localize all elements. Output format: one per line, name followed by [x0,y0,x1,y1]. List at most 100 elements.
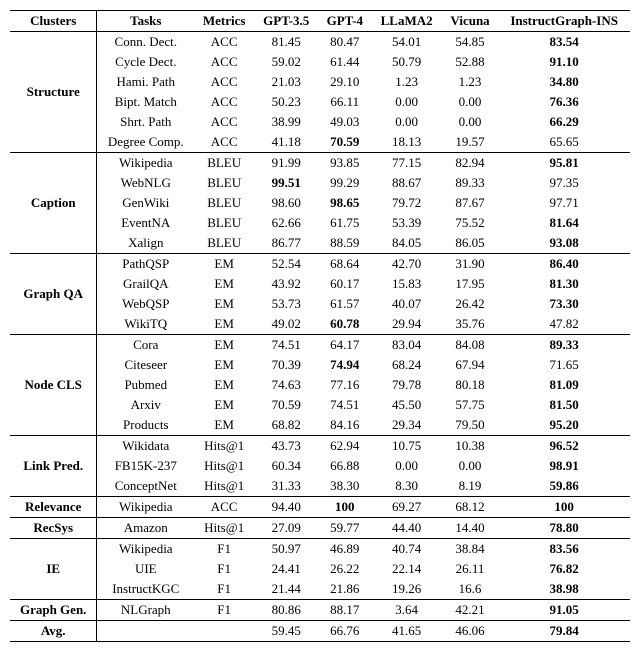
metric-cell: F1 [194,559,254,579]
metric-cell: ACC [194,497,254,518]
value-cell: 38.84 [442,539,498,560]
value-cell: 1.23 [442,72,498,92]
task-cell: Citeseer [97,355,194,375]
value-cell: 10.75 [371,436,441,457]
value-cell: 66.76 [318,621,371,642]
value-cell: 40.07 [371,294,441,314]
metric-cell: EM [194,355,254,375]
cluster-cell: Node CLS [10,335,97,436]
value-cell: 88.67 [371,173,441,193]
value-cell: 81.30 [498,274,630,294]
value-cell: 98.91 [498,456,630,476]
value-cell: 29.10 [318,72,371,92]
value-cell: 26.22 [318,559,371,579]
value-cell: 8.30 [371,476,441,497]
value-cell: 38.30 [318,476,371,497]
metric-cell: EM [194,274,254,294]
value-cell: 73.30 [498,294,630,314]
table-row: RelevanceWikipediaACC94.4010069.2768.121… [10,497,630,518]
value-cell: 18.13 [371,132,441,153]
table-row: WebNLGBLEU99.5199.2988.6789.3397.35 [10,173,630,193]
value-cell: 88.59 [318,233,371,254]
metric-cell: F1 [194,600,254,621]
task-cell: Bipt. Match [97,92,194,112]
metric-cell: EM [194,254,254,275]
task-cell: Arxiv [97,395,194,415]
value-cell: 97.35 [498,173,630,193]
metric-cell: BLEU [194,233,254,254]
value-cell: 17.95 [442,274,498,294]
task-cell: Xalign [97,233,194,254]
value-cell: 100 [318,497,371,518]
value-cell: 60.78 [318,314,371,335]
task-cell: WebNLG [97,173,194,193]
value-cell: 77.16 [318,375,371,395]
value-cell: 41.65 [371,621,441,642]
value-cell: 46.89 [318,539,371,560]
metric-cell: EM [194,415,254,436]
metric-cell: BLEU [194,173,254,193]
value-cell: 0.00 [442,92,498,112]
value-cell: 57.75 [442,395,498,415]
value-cell: 81.45 [254,32,318,53]
value-cell: 49.03 [318,112,371,132]
value-cell: 19.26 [371,579,441,600]
value-cell: 70.39 [254,355,318,375]
task-cell: Pubmed [97,375,194,395]
value-cell: 86.40 [498,254,630,275]
metric-cell: F1 [194,579,254,600]
value-cell: 0.00 [371,112,441,132]
task-cell: Cycle Dect. [97,52,194,72]
value-cell: 26.11 [442,559,498,579]
table-row: InstructKGCF121.4421.8619.2616.638.98 [10,579,630,600]
value-cell: 42.70 [371,254,441,275]
task-cell: WikiTQ [97,314,194,335]
value-cell: 43.73 [254,436,318,457]
value-cell: 66.29 [498,112,630,132]
value-cell: 61.57 [318,294,371,314]
metric-cell: ACC [194,32,254,53]
task-cell: FB15K-237 [97,456,194,476]
value-cell: 84.08 [442,335,498,356]
metric-cell: BLEU [194,193,254,213]
task-cell: Degree Comp. [97,132,194,153]
value-cell: 27.09 [254,518,318,539]
col-clusters: Clusters [10,11,97,32]
value-cell: 87.67 [442,193,498,213]
value-cell: 38.98 [498,579,630,600]
value-cell: 34.80 [498,72,630,92]
value-cell: 3.64 [371,600,441,621]
value-cell: 98.65 [318,193,371,213]
value-cell: 80.86 [254,600,318,621]
table-row: PubmedEM74.6377.1679.7880.1881.09 [10,375,630,395]
value-cell: 0.00 [442,112,498,132]
task-cell: Shrt. Path [97,112,194,132]
table-row: ProductsEM68.8284.1629.3479.5095.20 [10,415,630,436]
task-cell: UIE [97,559,194,579]
task-cell: WebQSP [97,294,194,314]
value-cell: 21.44 [254,579,318,600]
value-cell: 81.09 [498,375,630,395]
value-cell: 99.29 [318,173,371,193]
col-tasks: Tasks [97,11,194,32]
value-cell: 68.24 [371,355,441,375]
table-row: UIEF124.4126.2222.1426.1176.82 [10,559,630,579]
value-cell: 68.82 [254,415,318,436]
value-cell: 84.16 [318,415,371,436]
value-cell: 50.79 [371,52,441,72]
value-cell: 77.15 [371,153,441,174]
value-cell: 60.34 [254,456,318,476]
value-cell: 31.90 [442,254,498,275]
value-cell: 71.65 [498,355,630,375]
table-row: ArxivEM70.5974.5145.5057.7581.50 [10,395,630,415]
table-row: Cycle Dect.ACC59.0261.4450.7952.8891.10 [10,52,630,72]
col-vicuna: Vicuna [442,11,498,32]
value-cell: 52.88 [442,52,498,72]
value-cell: 43.92 [254,274,318,294]
metric-cell: EM [194,375,254,395]
table-row: XalignBLEU86.7788.5984.0586.0593.08 [10,233,630,254]
table-row: Graph QAPathQSPEM52.5468.6442.7031.9086.… [10,254,630,275]
table-row: GrailQAEM43.9260.1715.8317.9581.30 [10,274,630,294]
value-cell: 96.52 [498,436,630,457]
value-cell: 44.40 [371,518,441,539]
